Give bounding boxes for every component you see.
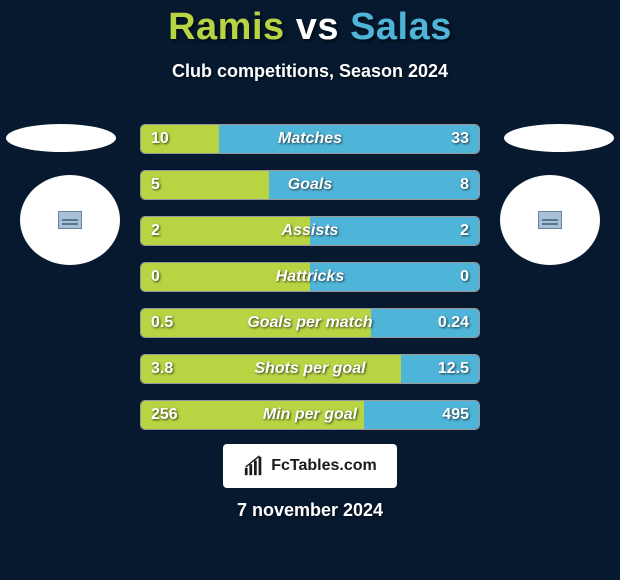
stat-row: 2Assists2 (140, 216, 480, 246)
player2-country-ellipse (504, 124, 614, 152)
logo-text-3: .com (339, 457, 376, 474)
logo-text-1: Fc (271, 457, 290, 474)
stat-label: Min per goal (141, 401, 479, 429)
stat-value-right: 0.24 (438, 309, 469, 337)
player2-name: Salas (350, 6, 452, 48)
stat-row: 10Matches33 (140, 124, 480, 154)
stat-row: 3.8Shots per goal12.5 (140, 354, 480, 384)
stat-label: Assists (141, 217, 479, 245)
placeholder-icon (58, 211, 82, 229)
vs-text: vs (296, 6, 339, 48)
comparison-card: Ramis vs Salas Club competitions, Season… (0, 0, 620, 580)
stat-label: Goals per match (141, 309, 479, 337)
stat-row: 256Min per goal495 (140, 400, 480, 430)
source-logo: FcTables.com (223, 444, 397, 488)
stat-value-right: 12.5 (438, 355, 469, 383)
placeholder-icon (538, 211, 562, 229)
stat-value-right: 0 (460, 263, 469, 291)
stats-list: 10Matches33 5Goals8 2Assists2 0Hattricks0 0.… (140, 124, 480, 446)
page-title: Ramis vs Salas (0, 0, 620, 49)
stat-value-right: 8 (460, 171, 469, 199)
player1-name: Ramis (168, 6, 285, 48)
stat-row: 5Goals8 (140, 170, 480, 200)
subtitle: Club competitions, Season 2024 (0, 61, 620, 82)
stat-label: Matches (141, 125, 479, 153)
date-line: 7 november 2024 (0, 500, 620, 521)
stat-value-right: 495 (442, 401, 469, 429)
stat-value-right: 2 (460, 217, 469, 245)
player2-avatar (500, 175, 600, 265)
stat-label: Hattricks (141, 263, 479, 291)
logo-text-2: Tables (290, 457, 340, 474)
player1-avatar (20, 175, 120, 265)
player1-country-ellipse (6, 124, 116, 152)
logo-text: FcTables.com (271, 457, 377, 475)
bars-icon (243, 455, 265, 477)
stat-label: Shots per goal (141, 355, 479, 383)
stat-label: Goals (141, 171, 479, 199)
stat-value-right: 33 (451, 125, 469, 153)
stat-row: 0Hattricks0 (140, 262, 480, 292)
stat-row: 0.5Goals per match0.24 (140, 308, 480, 338)
